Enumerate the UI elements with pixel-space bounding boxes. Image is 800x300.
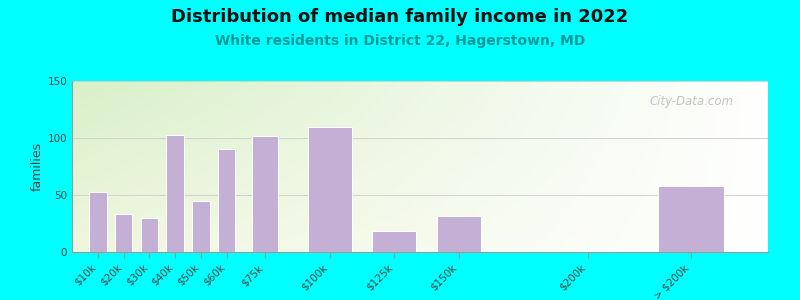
Text: White residents in District 22, Hagerstown, MD: White residents in District 22, Hagersto… xyxy=(215,34,585,49)
Bar xyxy=(166,135,184,252)
Bar xyxy=(437,215,481,252)
Bar xyxy=(658,186,723,252)
Bar xyxy=(89,192,106,252)
Bar xyxy=(114,214,132,252)
Bar xyxy=(192,201,210,252)
Bar xyxy=(372,232,416,252)
Bar xyxy=(218,149,235,252)
Bar xyxy=(308,127,352,252)
Text: Distribution of median family income in 2022: Distribution of median family income in … xyxy=(171,8,629,26)
Y-axis label: families: families xyxy=(30,142,43,191)
Text: City-Data.com: City-Data.com xyxy=(650,95,734,108)
Bar xyxy=(252,136,278,252)
Bar xyxy=(141,218,158,252)
